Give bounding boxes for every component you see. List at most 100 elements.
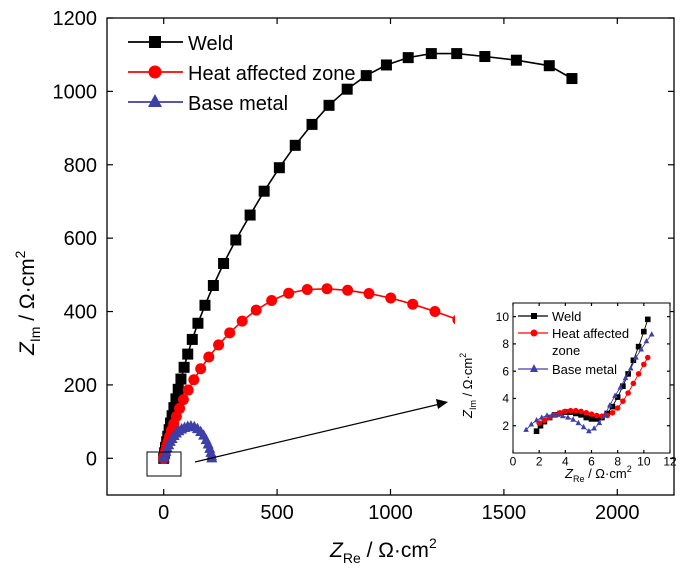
main-x-tick-label: 2000: [595, 502, 640, 524]
inset-y-axis-label-unit: / Ω·cm: [460, 358, 475, 400]
main-point-weld: [341, 83, 353, 95]
main-point-weld: [182, 348, 194, 360]
inset-point-base: [596, 419, 603, 426]
main-ticks: 0 500 1000 1500 2000 0 200 400 600 800 1000 1200: [53, 8, 674, 524]
inset-legend: Weld Heat affected zone Base metal: [518, 309, 629, 377]
main-point-haz: [407, 298, 419, 310]
main-point-weld: [175, 373, 187, 385]
main-point-weld: [186, 333, 198, 345]
inset-point-weld: [635, 343, 642, 350]
main-point-haz: [266, 295, 278, 307]
inset-legend-marker-weld: [531, 313, 537, 319]
main-x-tick-label: 1500: [482, 502, 527, 524]
zoom-region-box: [146, 451, 182, 477]
main-point-weld: [168, 402, 180, 414]
inset-y-tick-label: 2: [502, 419, 509, 433]
main-point-weld: [178, 361, 190, 373]
inset-point-haz: [593, 412, 600, 419]
inset-point-haz: [583, 409, 590, 416]
inset-y-tick-label: 8: [502, 337, 509, 351]
inset-point-haz: [625, 390, 631, 396]
legend-item-base: Base metal: [128, 93, 288, 115]
inset-legend-item-weld: Weld: [518, 309, 581, 324]
inset-legend-item-haz: Heat affected zone: [518, 326, 629, 358]
inset-point-weld: [588, 416, 595, 422]
main-point-weld: [273, 162, 285, 174]
inset-point-haz: [644, 354, 651, 361]
main-point-weld: [192, 317, 204, 329]
inset-y-tick-label: 6: [502, 364, 509, 378]
inset-point-base: [549, 411, 556, 417]
inset-point-haz: [641, 361, 647, 368]
main-point-weld: [380, 59, 392, 71]
x-axis-label: ZRe / Ω·cm2: [329, 535, 437, 566]
main-point-weld: [543, 60, 555, 72]
inset-point-base: [565, 414, 571, 420]
main-legend: Weld Heat affected zone Base metal: [128, 33, 356, 115]
inset-legend-label-weld: Weld: [552, 309, 581, 324]
main-point-haz: [203, 351, 215, 363]
main-point-haz: [224, 327, 236, 339]
inset-point-base: [533, 417, 540, 423]
inset-x-tick-label: 2: [536, 454, 543, 468]
main-point-haz: [236, 315, 248, 327]
inset-point-base: [648, 331, 655, 337]
inset-legend-label-haz: Heat affected: [552, 326, 629, 341]
x-axis-label-sup: 2: [429, 535, 437, 551]
inset-point-base: [559, 412, 566, 419]
inset-point-base: [617, 384, 624, 390]
inset-point-base: [607, 402, 613, 408]
inset-point-haz: [567, 407, 574, 414]
main-point-base: [206, 451, 218, 463]
inset-point-base: [612, 392, 618, 398]
main-point-weld: [306, 118, 318, 130]
inset-y-axis-label-sup: 2: [458, 353, 468, 358]
inset-legend-label-haz-zone: zone: [552, 343, 580, 358]
inset-point-weld: [537, 422, 544, 429]
inset-y-axis-label: ZIm / Ω·cm2: [458, 353, 478, 419]
inset-point-weld: [593, 416, 600, 422]
zoom-arrow-line: [194, 403, 441, 463]
inset-point-haz: [614, 405, 621, 411]
inset-x-tick-label: 4: [562, 454, 569, 468]
inset-point-base: [638, 346, 645, 352]
main-y-tick-label: 600: [64, 228, 97, 250]
zoom-arrow-head: [436, 399, 448, 409]
inset-x-axis-label: ZRe / Ω·cm2: [564, 464, 632, 484]
legend-label-base: Base metal: [188, 93, 288, 115]
inset-x-tick-label: 10: [637, 454, 651, 468]
inset-legend-label-base: Base metal: [552, 362, 617, 377]
main-series: [158, 48, 578, 464]
main-point-weld: [323, 99, 335, 111]
main-point-weld: [425, 48, 437, 60]
inset-point-base: [575, 419, 582, 426]
main-point-weld: [402, 52, 414, 64]
inset-ticks: 0 2 4 6 8 10 12 2 4 6 8 10: [496, 303, 677, 468]
inset-y-tick-label: 4: [502, 392, 509, 406]
inset-point-haz: [630, 380, 637, 387]
x-axis-label-z: Z: [329, 539, 344, 562]
inset-point-weld: [630, 357, 637, 364]
main-y-tick-label: 200: [64, 375, 97, 397]
main-point-weld: [566, 73, 578, 85]
main-x-tick-label: 500: [260, 502, 293, 524]
inset-point-base: [627, 365, 634, 371]
main-point-weld: [289, 139, 301, 151]
main-point-haz: [195, 363, 207, 375]
main-point-haz: [363, 288, 375, 300]
main-point-haz: [301, 284, 313, 296]
inset-x-axis-label-sub: Re: [573, 474, 585, 484]
main-point-weld: [170, 393, 182, 405]
inset-y-axis-label-sub: Im: [468, 400, 478, 410]
main-point-haz: [182, 384, 194, 396]
main-point-weld: [207, 279, 219, 291]
inset-point-haz: [562, 408, 569, 415]
inset-x-tick-label: 6: [588, 454, 595, 468]
inset-point-haz: [578, 408, 584, 415]
inset-point-base: [622, 374, 629, 381]
main-point-haz: [283, 287, 295, 299]
main-point-haz: [429, 306, 441, 318]
inset-point-haz: [620, 398, 626, 404]
main-point-weld: [258, 185, 270, 197]
main-point-weld: [199, 299, 211, 311]
